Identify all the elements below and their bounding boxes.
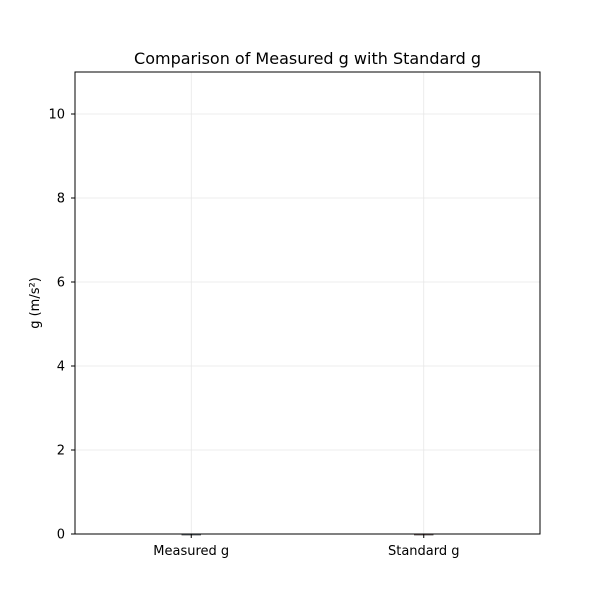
y-tick-label: 0 [57,528,65,543]
x-tick-label: Measured g [153,544,229,559]
y-tick-label: 8 [57,192,65,207]
y-axis-label: g (m/s²) [28,277,43,329]
plot-frame [74,71,541,535]
grid [75,72,540,535]
y-tick-label: 6 [57,276,65,291]
y-tick-label: 2 [57,444,65,459]
y-tick-label: 10 [48,108,65,123]
chart-title: Comparison of Measured g with Standard g [134,49,481,68]
x-axis: Measured g Standard g [153,534,460,559]
x-tick-label: Standard g [388,544,460,559]
y-tick-label: 4 [57,360,65,375]
y-axis: 0 2 4 6 8 10 [48,108,75,543]
